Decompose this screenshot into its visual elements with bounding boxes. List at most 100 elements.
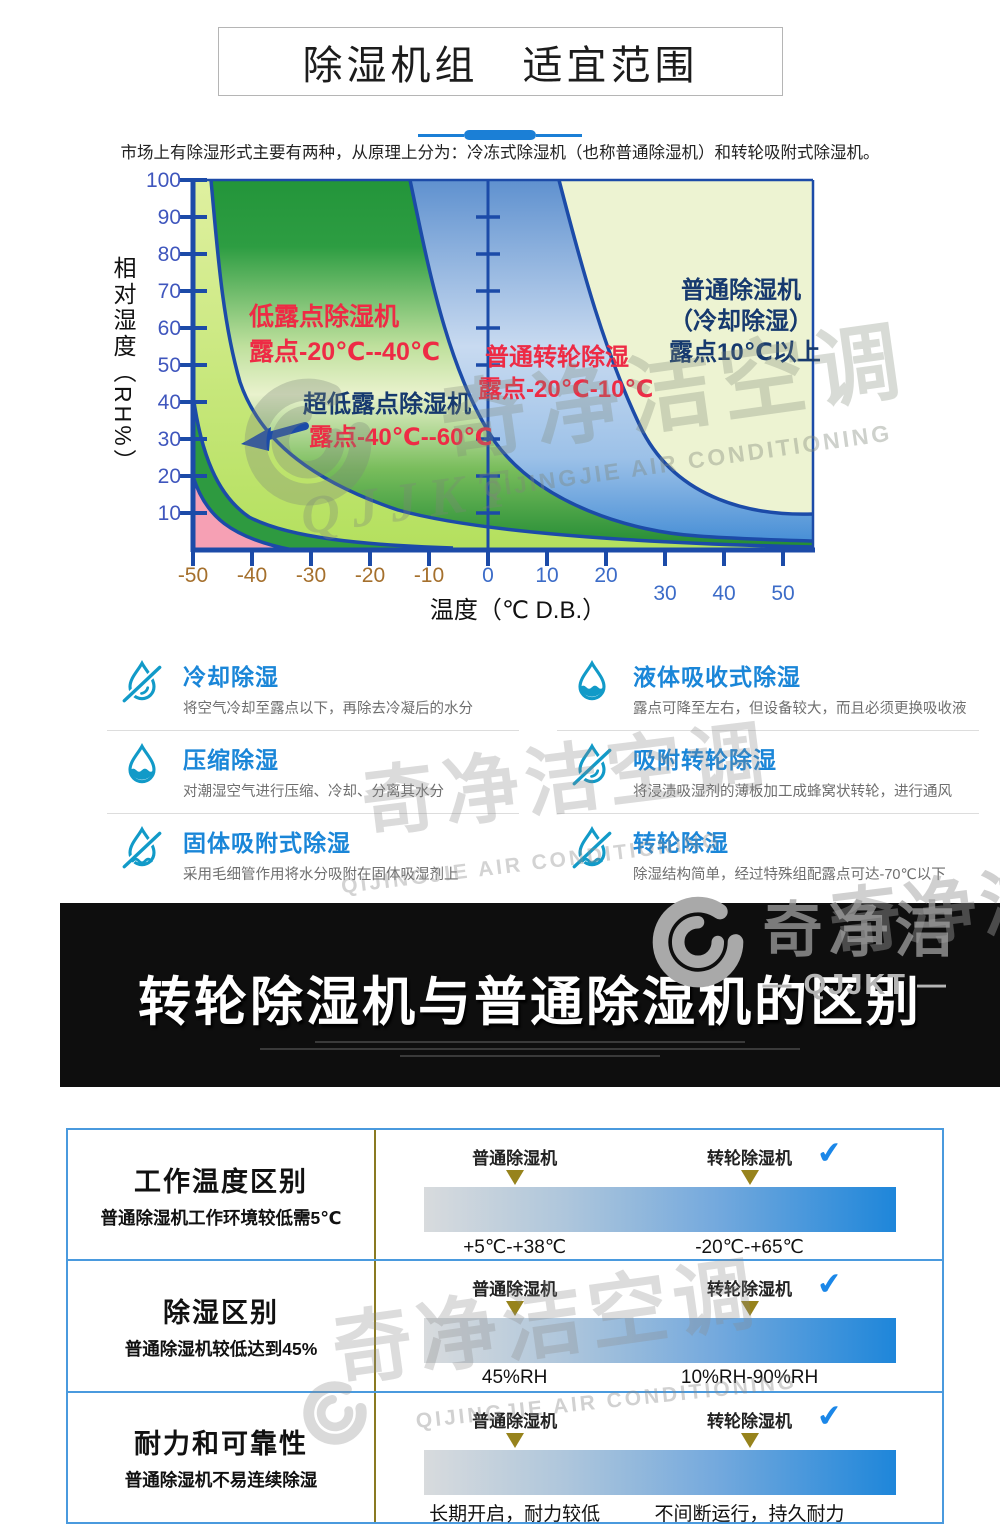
decorative-line [260,1048,800,1050]
svg-text:-10: -10 [414,564,444,587]
method-title: 冷却除湿 [183,664,279,690]
row-subtitle: 普通除湿机工作环境较低需5℃ [100,1207,342,1228]
label-ordinary: 普通除湿机 [681,276,801,304]
droplet-slash-icon [567,741,617,791]
col-label-rotary: 转轮除湿机 [707,1280,793,1300]
method-title: 吸附转轮除湿 [633,747,777,773]
svg-text:-20: -20 [355,564,385,587]
row-header-cell: 除湿区别 普通除湿机较低达到45% [68,1261,376,1391]
gradient-range-bar [424,1449,896,1495]
comparison-table: 工作温度区别 普通除湿机工作环境较低需5℃ 普通除湿机 转轮除湿机 ✔ +5℃-… [66,1128,944,1525]
svg-text:露点-40℃--60℃: 露点-40℃--60℃ [309,424,493,451]
row-title: 耐力和可靠性 [134,1429,308,1460]
label-ultra-low: 超低露点除湿机 [303,390,471,418]
methods-right-column: 液体吸收式除湿 露点可降至左右，但设备较大，而且必须更换吸收液 吸附转轮除湿 将… [553,650,983,894]
table-row: 工作温度区别 普通除湿机工作环境较低需5℃ 普通除湿机 转轮除湿机 ✔ +5℃-… [68,1130,942,1260]
svg-text:80: 80 [158,243,181,266]
value-ordinary: +5℃-+38℃ [463,1237,567,1258]
svg-text:10: 10 [158,502,181,525]
method-title: 固体吸附式除湿 [183,830,351,856]
droplet-wave-icon [117,741,167,791]
x-tick-labels: -50 -40 -30 -20 -10 0 10 20 30 40 50 [178,564,795,605]
pointer-triangle-icon [505,1432,524,1448]
droplet-slash-wave-icon [567,824,617,874]
value-ordinary: 长期开启，耐力较低 [429,1503,601,1525]
banner-title: 转轮除湿机与普通除湿机的区别 [138,973,922,1032]
method-desc: 露点可降至左右，但设备较大，而且必须更换吸收液 [633,701,967,717]
decorative-line [315,1041,745,1043]
svg-text:50: 50 [158,354,181,377]
title-divider [418,129,582,141]
svg-text:30: 30 [653,582,676,605]
col-label-ordinary: 普通除湿机 [472,1280,558,1300]
list-item: 液体吸收式除湿 露点可降至左右，但设备较大，而且必须更换吸收液 [553,650,983,728]
method-title: 压缩除湿 [183,747,279,773]
svg-text:60: 60 [158,317,181,340]
label-low-dew-point: 低露点除湿机 [248,302,399,331]
col-label-rotary: 转轮除湿机 [707,1411,793,1431]
method-title: 转轮除湿 [633,830,729,856]
divider [107,813,519,814]
value-rotary: 10%RH-90%RH [680,1367,819,1389]
svg-text:-50: -50 [178,564,208,587]
divider [557,813,979,814]
svg-text:50: 50 [771,582,794,605]
intro-text: 市场上有除湿形式主要有两种，从原理上分为：冷冻式除湿机（也称普通除湿机）和转轮吸… [120,144,880,162]
method-desc: 将浸渍吸湿剂的薄板加工成蜂窝状转轮，进行通风 [633,784,952,800]
svg-text:-40: -40 [237,564,267,587]
svg-text:20: 20 [158,465,181,488]
svg-text:100: 100 [146,170,181,192]
row-title: 除湿区别 [163,1297,279,1328]
svg-text:70: 70 [158,280,181,303]
svg-text:0: 0 [482,564,494,587]
center-axis-ticks [476,215,500,515]
label-rotary-wheel: 普通转轮除湿 [485,343,629,371]
chart-y-axis-title: 相对湿度（RH%） [110,256,136,475]
gradient-range-bar [424,1318,896,1364]
svg-text:露点-20℃--40℃: 露点-20℃--40℃ [249,338,440,366]
row-compare-cell: 普通除湿机 转轮除湿机 ✔ 长期开启，耐力较低 不间断运行，持久耐力 [376,1393,942,1525]
row-subtitle: 普通除湿机较低达到45% [124,1338,318,1359]
col-label-ordinary: 普通除湿机 [472,1411,558,1431]
check-icon: ✔ [815,1135,845,1172]
plot-frame [193,178,815,550]
y-axis-ticks [179,178,207,515]
svg-text:40: 40 [158,391,181,414]
row-header-cell: 工作温度区别 普通除湿机工作环境较低需5℃ [68,1130,376,1260]
table-row: 耐力和可靠性 普通除湿机不易连续除湿 普通除湿机 转轮除湿机 ✔ 长期开启，耐力… [68,1390,942,1525]
row-compare-cell: 普通除湿机 转轮除湿机 ✔ 45%RH 10%RH-90%RH [376,1261,942,1390]
svg-text:40: 40 [712,582,735,605]
methods-left-column: 冷却除湿 将空气冷却至露点以下，再除去冷凝后的水分 压缩除湿 对潮湿空气进行压缩… [103,650,523,894]
list-item: 吸附转轮除湿 将浸渍吸湿剂的薄板加工成蜂窝状转轮，进行通风 [553,733,983,811]
svg-text:露点-20℃-10℃: 露点-20℃-10℃ [478,376,654,403]
svg-text:露点10℃以上: 露点10℃以上 [669,339,821,366]
row-subtitle: 普通除湿机不易连续除湿 [124,1470,318,1491]
region-ultra-low-dew-point [193,180,813,550]
method-desc: 除湿结构简单，经过特殊组配露点可达-70℃以下 [633,867,946,883]
droplet-wave-icon [567,658,617,708]
svg-text:90: 90 [158,206,181,229]
svg-text:30: 30 [158,428,181,451]
y-tick-labels: 100 90 80 70 60 50 40 30 20 10 [146,170,181,525]
method-title: 液体吸收式除湿 [633,664,801,690]
value-rotary: 不间断运行，持久耐力 [654,1503,845,1525]
svg-text:20: 20 [594,564,617,587]
row-compare-cell: 普通除湿机 转轮除湿机 ✔ +5℃-+38℃ -20℃-+65℃ [376,1130,942,1259]
x-axis-ticks [191,550,785,566]
check-icon: ✔ [815,1267,845,1303]
value-rotary: -20℃-+65℃ [695,1237,804,1258]
decorative-line [400,1055,660,1057]
pointer-triangle-icon [505,1170,524,1185]
section-banner: 转轮除湿机与普通除湿机的区别 [60,903,1000,1087]
list-item: 冷却除湿 将空气冷却至露点以下，再除去冷凝后的水分 [103,650,523,728]
divider [557,730,979,731]
svg-text:-30: -30 [296,564,326,587]
droplet-slash-icon [117,658,167,708]
col-label-rotary: 转轮除湿机 [707,1149,793,1168]
pointer-triangle-icon [740,1170,759,1185]
row-title: 工作温度区别 [134,1166,308,1197]
value-ordinary: 45%RH [481,1367,548,1389]
row-header-cell: 耐力和可靠性 普通除湿机不易连续除湿 [68,1392,376,1522]
list-item: 压缩除湿 对潮湿空气进行压缩、冷却、分离其水分 [103,733,523,811]
droplet-slash-wave-icon [117,824,167,874]
